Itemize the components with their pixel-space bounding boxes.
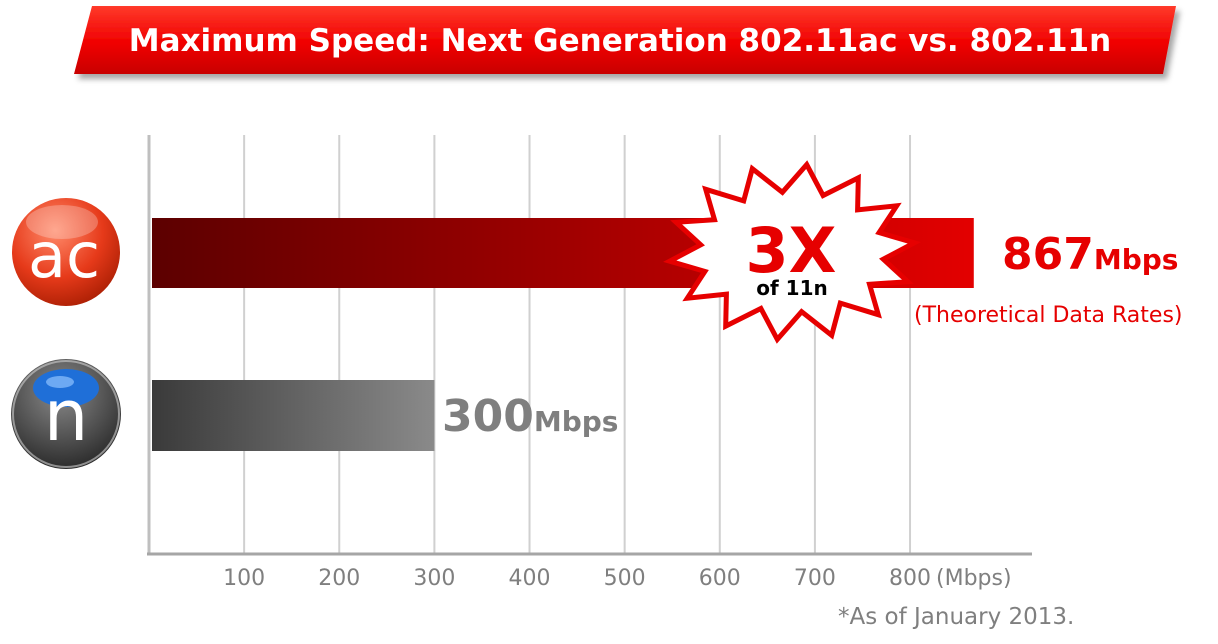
- x-tick-label: 100: [223, 566, 265, 591]
- x-tick-label: 200: [318, 566, 360, 591]
- footnote: *As of January 2013.: [838, 604, 1074, 630]
- x-tick-label: 700: [794, 566, 836, 591]
- x-tick-label: 500: [604, 566, 646, 591]
- burst-main-text: 3X: [746, 214, 837, 287]
- title-banner: Maximum Speed: Next Generation 802.11ac …: [74, 6, 1176, 74]
- x-axis-unit-label: (Mbps): [936, 566, 1012, 591]
- title-banner-shape: [74, 6, 1176, 74]
- n-value-label: 300Mbps: [442, 391, 618, 442]
- x-tick-label: 300: [413, 566, 455, 591]
- ac-logo-label: ac: [28, 219, 100, 292]
- x-tick-label: 600: [699, 566, 741, 591]
- bar-n: [152, 380, 435, 451]
- x-tick-label: 400: [509, 566, 551, 591]
- n-logo-label: n: [44, 375, 88, 457]
- ac-logo-icon: ac: [12, 198, 120, 306]
- burst-badge: 3X of 11n: [663, 160, 921, 344]
- grid-lines: [243, 135, 912, 554]
- ac-value-number: 867: [1002, 229, 1094, 280]
- ac-value-unit: Mbps: [1094, 243, 1179, 276]
- chart-title: Maximum Speed: Next Generation 802.11ac …: [129, 23, 1111, 59]
- ac-value-label: 867Mbps: [1002, 229, 1178, 280]
- burst-sub-text: of 11n: [756, 276, 827, 300]
- n-value-unit: Mbps: [534, 405, 619, 438]
- n-value-number: 300: [442, 391, 534, 442]
- burst-shape: [663, 160, 921, 344]
- n-logo-icon: n: [11, 359, 121, 469]
- x-tick-label: 800: [889, 566, 931, 591]
- x-tick-labels: 100 200 300 400 500 600 700 800: [223, 566, 931, 591]
- ac-note: (Theoretical Data Rates): [914, 303, 1183, 328]
